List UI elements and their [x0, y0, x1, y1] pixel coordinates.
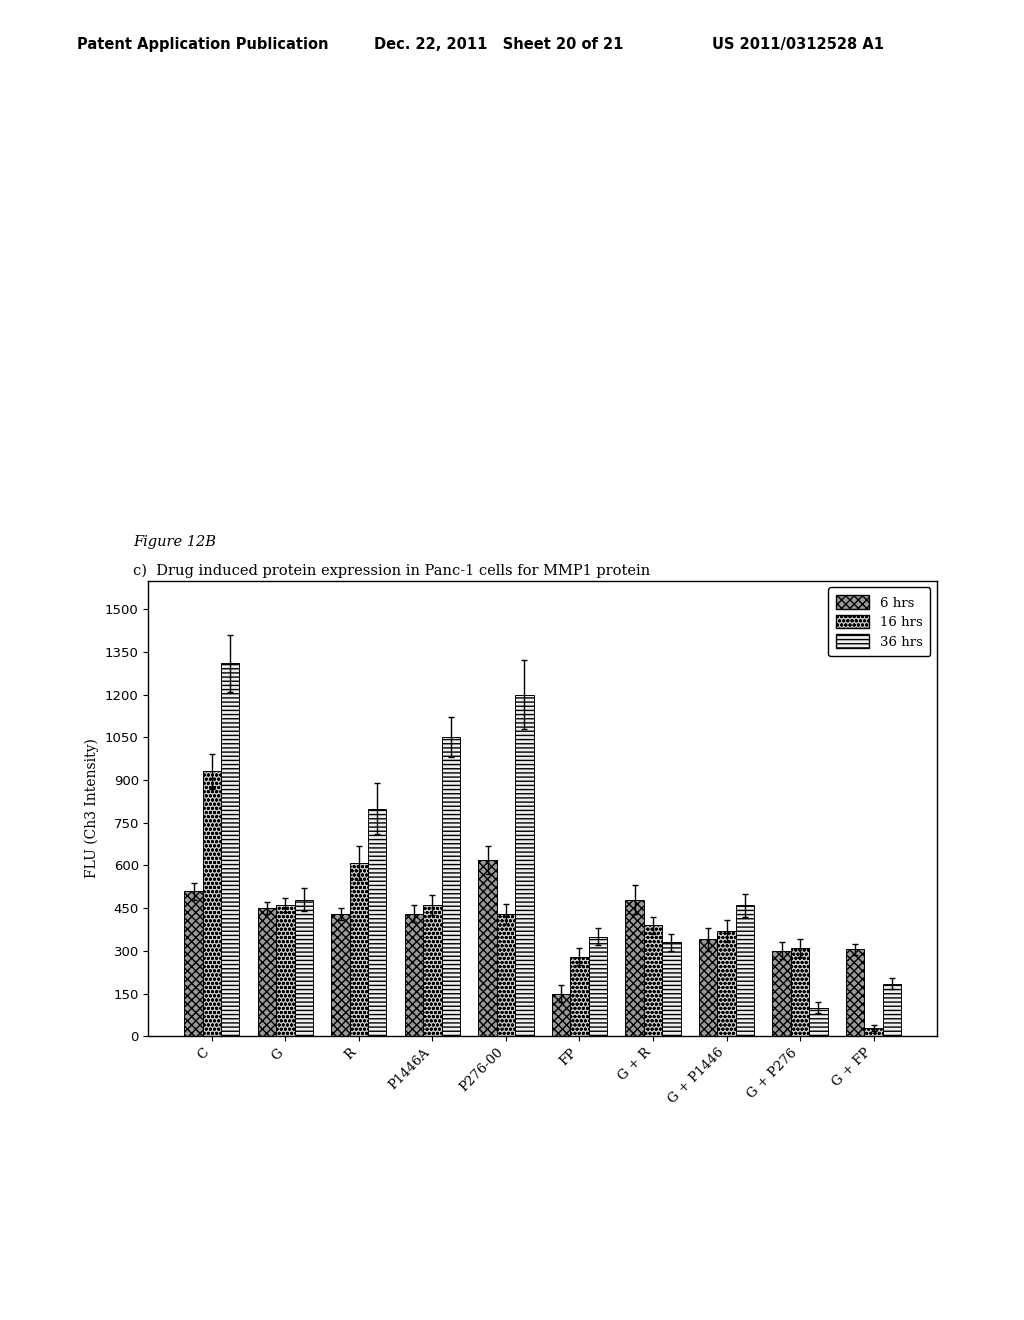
- Bar: [423, 906, 441, 1036]
- Bar: [699, 940, 718, 1036]
- Text: c)  Drug induced protein expression in Panc-1 cells for MMP1 protein: c) Drug induced protein expression in Pa…: [133, 564, 650, 578]
- Bar: [497, 913, 515, 1036]
- Bar: [864, 1028, 883, 1036]
- Bar: [718, 931, 735, 1036]
- Bar: [184, 891, 203, 1036]
- Bar: [276, 906, 295, 1036]
- Bar: [589, 937, 607, 1036]
- Bar: [809, 1007, 827, 1036]
- Text: Dec. 22, 2011   Sheet 20 of 21: Dec. 22, 2011 Sheet 20 of 21: [374, 37, 624, 51]
- Text: Figure 12B: Figure 12B: [133, 535, 216, 549]
- Bar: [644, 925, 663, 1036]
- Bar: [515, 694, 534, 1036]
- Text: Patent Application Publication: Patent Application Publication: [77, 37, 329, 51]
- Bar: [478, 859, 497, 1036]
- Bar: [203, 771, 221, 1036]
- Bar: [735, 906, 754, 1036]
- Bar: [404, 913, 423, 1036]
- Bar: [221, 664, 240, 1036]
- Legend: 6 hrs, 16 hrs, 36 hrs: 6 hrs, 16 hrs, 36 hrs: [828, 587, 931, 656]
- Bar: [552, 994, 570, 1036]
- Bar: [772, 950, 791, 1036]
- Bar: [846, 949, 864, 1036]
- Bar: [350, 862, 368, 1036]
- Bar: [791, 948, 809, 1036]
- Y-axis label: FLU (Ch3 Intensity): FLU (Ch3 Intensity): [85, 739, 99, 878]
- Bar: [295, 900, 313, 1036]
- Bar: [626, 900, 644, 1036]
- Bar: [883, 983, 901, 1036]
- Text: US 2011/0312528 A1: US 2011/0312528 A1: [712, 37, 884, 51]
- Bar: [332, 913, 350, 1036]
- Bar: [258, 908, 276, 1036]
- Bar: [368, 808, 386, 1036]
- Bar: [570, 957, 589, 1036]
- Bar: [663, 942, 681, 1036]
- Bar: [441, 738, 460, 1036]
